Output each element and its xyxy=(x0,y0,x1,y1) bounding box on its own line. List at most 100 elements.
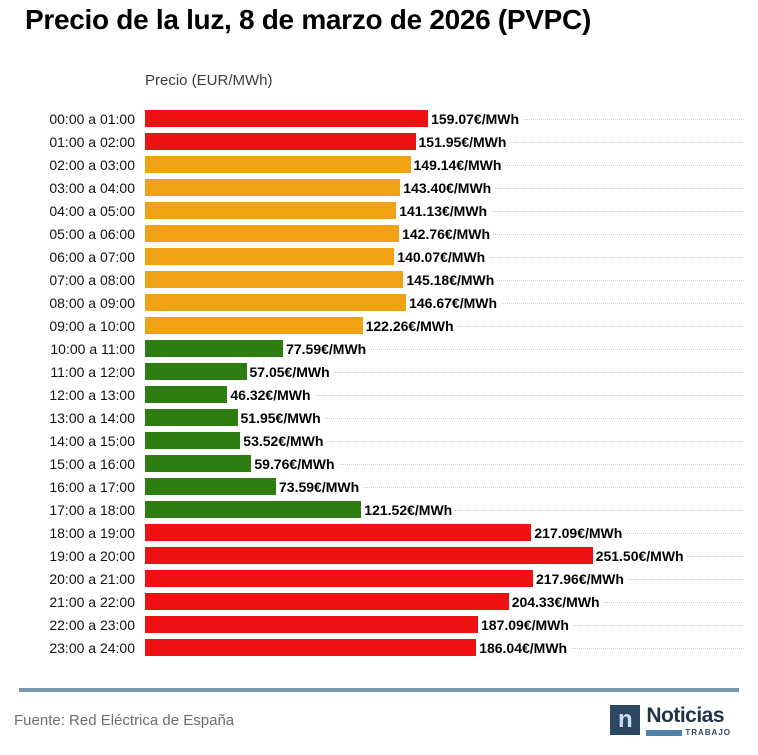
hour-range-label: 20:00 a 21:00 xyxy=(49,570,135,587)
chart-row: 15:00 a 16:00 59.76€/MWh xyxy=(0,452,758,475)
chart-row: 09:00 a 10:00 122.26€/MWh xyxy=(0,314,758,337)
footer-divider xyxy=(19,688,739,692)
hour-range-label: 02:00 a 03:00 xyxy=(49,156,135,173)
price-bar xyxy=(145,569,533,588)
hour-range-label: 22:00 a 23:00 xyxy=(49,616,135,633)
bar-track: 151.95€/MWh xyxy=(145,130,744,153)
bar-track: 122.26€/MWh xyxy=(145,314,744,337)
gridline xyxy=(145,417,744,419)
price-value-label: 142.76€/MWh xyxy=(399,225,494,242)
logo-tagline: TRABAJO xyxy=(685,728,731,737)
price-bar xyxy=(145,178,401,197)
gridline xyxy=(145,394,744,396)
gridline xyxy=(145,371,744,373)
chart-row: 18:00 a 19:00 217.09€/MWh xyxy=(0,521,758,544)
hour-range-label: 21:00 a 22:00 xyxy=(49,593,135,610)
price-bar xyxy=(145,592,509,611)
bar-track: 142.76€/MWh xyxy=(145,222,744,245)
gridline xyxy=(145,486,744,488)
gridline xyxy=(145,348,744,350)
hour-range-label: 19:00 a 20:00 xyxy=(49,547,135,564)
hour-range-label: 14:00 a 15:00 xyxy=(49,432,135,449)
noticias-trabajo-logo: n Noticias TRABAJO xyxy=(610,705,731,737)
price-value-label: 51.95€/MWh xyxy=(237,409,324,426)
price-bar xyxy=(145,408,238,427)
chart-row: 21:00 a 22:00 204.33€/MWh xyxy=(0,590,758,613)
price-value-label: 53.52€/MWh xyxy=(240,432,327,449)
price-value-label: 151.95€/MWh xyxy=(415,133,510,150)
bar-track: 204.33€/MWh xyxy=(145,590,744,613)
chart-row: 10:00 a 11:00 77.59€/MWh xyxy=(0,337,758,360)
chart-row: 00:00 a 01:00 159.07€/MWh xyxy=(0,107,758,130)
hour-range-label: 08:00 a 09:00 xyxy=(49,294,135,311)
hour-range-label: 09:00 a 10:00 xyxy=(49,317,135,334)
price-value-label: 217.96€/MWh xyxy=(533,570,627,587)
bar-track: 186.04€/MWh xyxy=(145,636,744,659)
chart-row: 04:00 a 05:00 141.13€/MWh xyxy=(0,199,758,222)
hour-range-label: 06:00 a 07:00 xyxy=(49,248,135,265)
hour-range-label: 03:00 a 04:00 xyxy=(49,179,135,196)
price-bar xyxy=(145,155,411,174)
price-bar xyxy=(145,477,276,496)
price-bar xyxy=(145,638,477,657)
chart-row: 23:00 a 24:00 186.04€/MWh xyxy=(0,636,758,659)
bar-track: 217.09€/MWh xyxy=(145,521,744,544)
logo-n-icon: n xyxy=(610,705,641,735)
price-value-label: 186.04€/MWh xyxy=(476,639,571,656)
price-value-label: 122.26€/MWh xyxy=(362,317,457,334)
hour-range-label: 11:00 a 12:00 xyxy=(50,363,135,380)
chart-row: 13:00 a 14:00 51.95€/MWh xyxy=(0,406,758,429)
bar-track: 121.52€/MWh xyxy=(145,498,744,521)
price-value-label: 73.59€/MWh xyxy=(276,478,363,495)
price-bar xyxy=(145,247,395,266)
price-value-label: 145.18€/MWh xyxy=(403,271,498,288)
chart-row: 02:00 a 03:00 149.14€/MWh xyxy=(0,153,758,176)
price-bar xyxy=(145,454,252,473)
gridline xyxy=(145,463,744,465)
price-value-label: 77.59€/MWh xyxy=(283,340,370,357)
price-value-label: 59.76€/MWh xyxy=(251,455,338,472)
price-bar xyxy=(145,201,397,220)
hour-range-label: 05:00 a 06:00 xyxy=(49,225,135,242)
price-value-label: 146.67€/MWh xyxy=(406,294,501,311)
hour-range-label: 13:00 a 14:00 xyxy=(49,409,135,426)
bar-track: 149.14€/MWh xyxy=(145,153,744,176)
bar-track: 141.13€/MWh xyxy=(145,199,744,222)
hour-range-label: 23:00 a 24:00 xyxy=(49,639,135,656)
hour-range-label: 16:00 a 17:00 xyxy=(49,478,135,495)
price-value-label: 121.52€/MWh xyxy=(361,501,456,518)
price-value-label: 251.50€/MWh xyxy=(592,547,687,564)
price-bar xyxy=(145,109,429,128)
price-value-label: 141.13€/MWh xyxy=(396,202,491,219)
bar-track: 159.07€/MWh xyxy=(145,107,744,130)
axis-label: Precio (EUR/MWh) xyxy=(145,72,273,89)
bar-track: 145.18€/MWh xyxy=(145,268,744,291)
bar-rows: 00:00 a 01:00 159.07€/MWh 01:00 a 02:00 151… xyxy=(0,107,758,659)
bar-track: 53.52€/MWh xyxy=(145,429,744,452)
bar-track: 140.07€/MWh xyxy=(145,245,744,268)
chart-row: 07:00 a 08:00 145.18€/MWh xyxy=(0,268,758,291)
gridline xyxy=(145,440,744,442)
chart-row: 08:00 a 09:00 146.67€/MWh xyxy=(0,291,758,314)
bar-track: 51.95€/MWh xyxy=(145,406,744,429)
chart-row: 22:00 a 23:00 187.09€/MWh xyxy=(0,613,758,636)
price-value-label: 46.32€/MWh xyxy=(227,386,314,403)
source-credit: Fuente: Red Eléctrica de España xyxy=(14,712,235,729)
bar-track: 187.09€/MWh xyxy=(145,613,744,636)
price-bar xyxy=(145,546,593,565)
price-value-label: 187.09€/MWh xyxy=(478,616,572,633)
bar-track: 217.96€/MWh xyxy=(145,567,744,590)
price-value-label: 143.40€/MWh xyxy=(400,179,495,196)
bar-track: 143.40€/MWh xyxy=(145,176,744,199)
page-title: Precio de la luz, 8 de marzo de 2026 (PV… xyxy=(25,4,591,35)
hour-range-label: 15:00 a 16:00 xyxy=(49,455,135,472)
price-bar xyxy=(145,224,400,243)
price-bar xyxy=(145,339,284,358)
price-bar xyxy=(145,316,363,335)
chart-row: 19:00 a 20:00 251.50€/MWh xyxy=(0,544,758,567)
price-bar xyxy=(145,132,416,151)
hour-range-label: 00:00 a 01:00 xyxy=(49,110,135,127)
bar-track: 251.50€/MWh xyxy=(145,544,744,567)
price-bar xyxy=(145,385,228,404)
bar-track: 46.32€/MWh xyxy=(145,383,744,406)
